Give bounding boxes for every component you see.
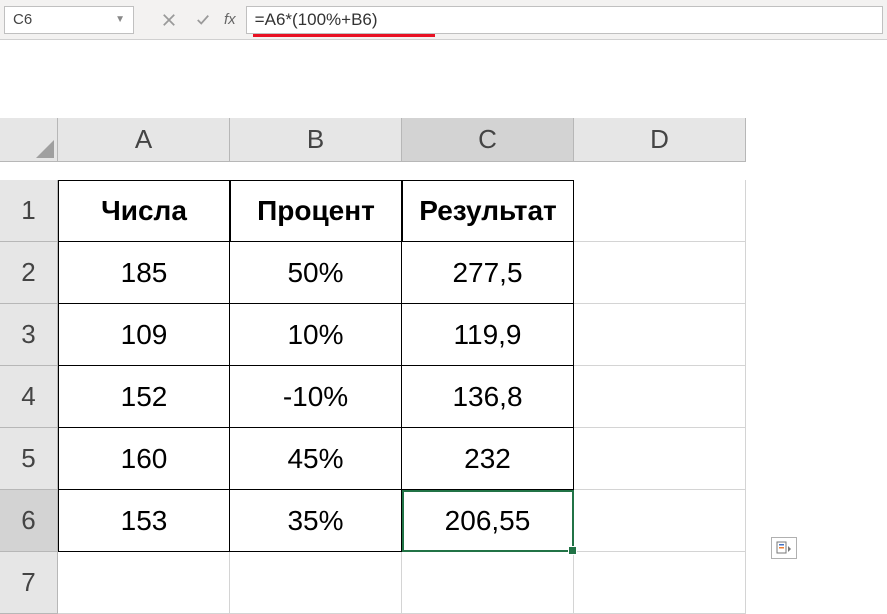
cell-B1[interactable]: Процент <box>230 180 402 242</box>
cell-D4[interactable] <box>574 366 746 428</box>
row-header-3[interactable]: 3 <box>0 304 58 366</box>
formula-highlight-underline <box>253 34 435 37</box>
cell-C4[interactable]: 136,8 <box>402 366 574 428</box>
select-all-corner[interactable] <box>0 118 58 162</box>
autofill-options-icon[interactable] <box>771 537 797 559</box>
cell-D3[interactable] <box>574 304 746 366</box>
cell-B5[interactable]: 45% <box>230 428 402 490</box>
cell-D7[interactable] <box>574 552 746 614</box>
col-header-B[interactable]: B <box>230 118 402 162</box>
name-box-dropdown-icon[interactable]: ▼ <box>115 14 125 25</box>
spreadsheet-grid: A B C D 1 Числа Процент Результат 2 185 … <box>0 118 887 614</box>
cell-D2[interactable] <box>574 242 746 304</box>
name-box-value: C6 <box>13 11 32 28</box>
cell-A6[interactable]: 153 <box>58 490 230 552</box>
cell-B2[interactable]: 50% <box>230 242 402 304</box>
cell-C3[interactable]: 119,9 <box>402 304 574 366</box>
row-header-7[interactable]: 7 <box>0 552 58 614</box>
cell-A5[interactable]: 160 <box>58 428 230 490</box>
cell-A4[interactable]: 152 <box>58 366 230 428</box>
col-header-A[interactable]: A <box>58 118 230 162</box>
formula-text: =A6*(100%+B6) <box>255 10 378 30</box>
cell-B6[interactable]: 35% <box>230 490 402 552</box>
name-box[interactable]: C6 ▼ <box>4 6 134 34</box>
cell-C5[interactable]: 232 <box>402 428 574 490</box>
row-header-2[interactable]: 2 <box>0 242 58 304</box>
cell-A2[interactable]: 185 <box>58 242 230 304</box>
cell-C7[interactable] <box>402 552 574 614</box>
cell-B4[interactable]: -10% <box>230 366 402 428</box>
cell-B3[interactable]: 10% <box>230 304 402 366</box>
cell-C6[interactable]: 206,55 <box>402 490 574 552</box>
row-header-4[interactable]: 4 <box>0 366 58 428</box>
cell-D1[interactable] <box>574 180 746 242</box>
cell-A1[interactable]: Числа <box>58 180 230 242</box>
formula-input[interactable]: =A6*(100%+B6) <box>246 6 883 34</box>
cell-A3[interactable]: 109 <box>58 304 230 366</box>
cell-A7[interactable] <box>58 552 230 614</box>
accept-formula-icon[interactable] <box>188 6 218 34</box>
col-header-C[interactable]: C <box>402 118 574 162</box>
cell-B7[interactable] <box>230 552 402 614</box>
ribbon-spacer <box>0 40 887 118</box>
row-header-6[interactable]: 6 <box>0 490 58 552</box>
cell-C1[interactable]: Результат <box>402 180 574 242</box>
formula-bar: C6 ▼ fx =A6*(100%+B6) <box>0 0 887 40</box>
cell-D5[interactable] <box>574 428 746 490</box>
col-header-D[interactable]: D <box>574 118 746 162</box>
cancel-formula-icon[interactable] <box>154 6 184 34</box>
cell-C2[interactable]: 277,5 <box>402 242 574 304</box>
row-header-1[interactable]: 1 <box>0 180 58 242</box>
row-header-5[interactable]: 5 <box>0 428 58 490</box>
fx-label[interactable]: fx <box>224 11 236 28</box>
cell-D6[interactable] <box>574 490 746 552</box>
